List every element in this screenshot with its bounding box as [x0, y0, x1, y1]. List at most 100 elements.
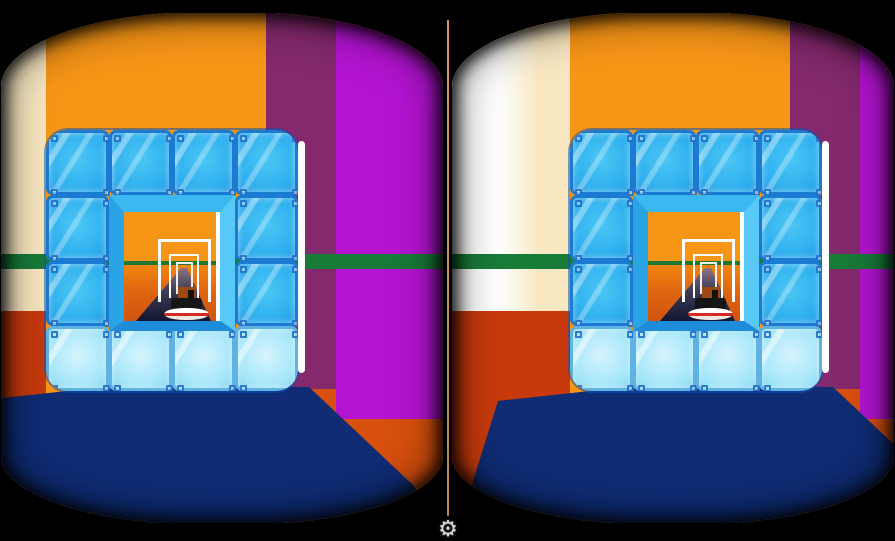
block-rivet: [816, 189, 822, 197]
block-rivet: [51, 265, 58, 273]
vehicle-hull: [688, 308, 733, 320]
block-rivet: [166, 385, 173, 391]
block-rivet: [638, 135, 645, 142]
tunnel-wall-top: [109, 195, 235, 212]
structure-lit-edge: [298, 141, 305, 373]
settings-gear-icon[interactable]: ⚙: [436, 517, 460, 541]
tunnel-opening: [124, 212, 220, 321]
block-rivet: [177, 385, 184, 391]
stereo-divider-line: [447, 20, 449, 516]
tunnel-wall-left: [109, 195, 124, 331]
vehicle-window: [188, 290, 194, 298]
block-rivet: [816, 135, 822, 142]
ice-block: [109, 130, 173, 197]
tunnel-inner-walls: [109, 195, 235, 331]
block-rivet: [114, 135, 121, 142]
tunnel-wall-bottom: [109, 321, 235, 331]
vehicle-body: [171, 298, 202, 311]
block-rivet: [51, 330, 58, 338]
navy-floor: [460, 384, 894, 523]
structure-lit-edge: [822, 141, 829, 373]
tunnel-wall-right: [220, 195, 235, 331]
gate-frame-inner: [700, 262, 717, 294]
ice-block: [570, 325, 634, 391]
ice-block: [633, 130, 697, 197]
block-rivet: [816, 385, 822, 391]
vehicle-window: [712, 290, 718, 298]
block-rivet: [177, 330, 184, 338]
block-rivet: [51, 135, 58, 142]
block-rivet: [292, 385, 298, 391]
ice-block: [759, 325, 822, 391]
ice-block: [172, 325, 236, 391]
player-vehicle: [686, 284, 736, 321]
gate-frame-middle: [169, 254, 199, 298]
ice-block: [235, 130, 298, 197]
tunnel-wall-bottom: [633, 321, 759, 331]
ice-block: [235, 325, 298, 391]
vehicle-body: [695, 298, 726, 311]
block-rivet: [177, 135, 184, 142]
block-rivet: [816, 330, 822, 338]
block-rivet: [103, 189, 110, 197]
ice-block: [46, 325, 110, 391]
left-eye-viewport: [1, 12, 443, 524]
block-rivet: [627, 189, 634, 197]
block-rivet: [292, 254, 298, 262]
block-rivet: [816, 265, 822, 273]
block-rivet: [764, 265, 771, 273]
block-rivet: [701, 135, 708, 142]
ice-block: [46, 130, 110, 197]
ice-block: [633, 325, 697, 391]
block-rivet: [114, 385, 121, 391]
block-rivet: [51, 385, 58, 391]
ice-block: [172, 130, 236, 197]
player-vehicle: [162, 284, 212, 321]
ice-block: [759, 195, 822, 262]
block-rivet: [240, 265, 247, 273]
ice-block: [570, 260, 634, 327]
tunnel-horizon-green-line: [648, 261, 744, 265]
ice-block: [235, 195, 298, 262]
ice-block: [109, 325, 173, 391]
tunnel-wall-top: [633, 195, 759, 212]
block-rivet: [240, 330, 247, 338]
block-rivet: [292, 189, 298, 197]
magenta-wall: [336, 13, 443, 419]
right-eye-viewport: [452, 12, 894, 524]
tunnel-horizon-green-line: [124, 261, 220, 265]
block-rivet: [240, 135, 247, 142]
scene-left: [1, 13, 443, 523]
block-rivet: [51, 200, 58, 208]
tunnel-wall-right: [744, 195, 759, 331]
ice-block: [696, 130, 760, 197]
scene-right: [452, 13, 894, 523]
block-rivet: [292, 319, 298, 327]
block-rivet: [690, 385, 697, 391]
gate-frame-outer: [158, 239, 211, 302]
block-rivet: [575, 200, 582, 208]
block-rivet: [638, 385, 645, 391]
gate-frame-middle: [693, 254, 723, 298]
block-rivet: [575, 330, 582, 338]
ice-block: [46, 195, 110, 262]
block-rivet: [764, 200, 771, 208]
ice-block: [759, 260, 822, 327]
gate-frame-outer: [682, 239, 735, 302]
block-rivet: [240, 385, 247, 391]
block-rivet: [292, 330, 298, 338]
ice-block: [570, 130, 634, 197]
block-rivet: [114, 330, 121, 338]
block-rivet: [575, 135, 582, 142]
vehicle-hull: [164, 308, 209, 320]
gate-frame-inner: [176, 262, 193, 294]
block-rivet: [292, 200, 298, 208]
ice-block: [696, 325, 760, 391]
block-rivet: [103, 385, 110, 391]
ice-block: [570, 195, 634, 262]
block-rivet: [816, 319, 822, 327]
block-rivet: [764, 135, 771, 142]
block-rivet: [575, 265, 582, 273]
block-rivet: [701, 385, 708, 391]
